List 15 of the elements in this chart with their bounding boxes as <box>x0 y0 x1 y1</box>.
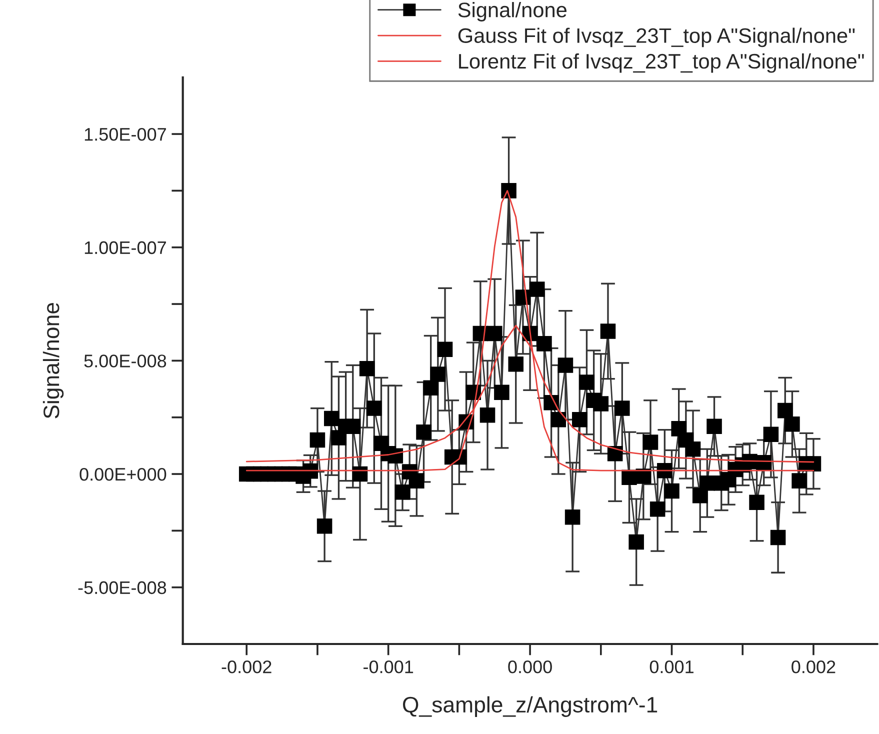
y-tick-label: 1.00E-007 <box>84 241 166 254</box>
x-tick-label: -0.001 <box>364 660 414 674</box>
x-tick-label: 0.001 <box>650 660 694 674</box>
legend-label: Lorentz Fit of Ivsqz_23T_top A"Signal/none" <box>459 53 864 73</box>
legend-label: Signal/none <box>458 2 566 22</box>
x-tick-label: 0.000 <box>508 660 552 674</box>
y-tick-label: 0.00E+000 <box>80 468 166 481</box>
x-axis-title: Q_sample_z/Angstrom^-1 <box>402 696 658 717</box>
x-tick-label: -0.002 <box>222 660 272 674</box>
x-tick-label: 0.002 <box>792 660 836 674</box>
y-tick-label: -5.00E-008 <box>78 581 166 594</box>
y-tick-label: 5.00E-008 <box>84 354 166 368</box>
y-axis-title: Signal/none <box>42 302 64 418</box>
legend-label: Gauss Fit of Ivsqz_23T_top A"Signal/none" <box>458 28 855 48</box>
y-tick-label: 1.50E-007 <box>84 128 166 141</box>
